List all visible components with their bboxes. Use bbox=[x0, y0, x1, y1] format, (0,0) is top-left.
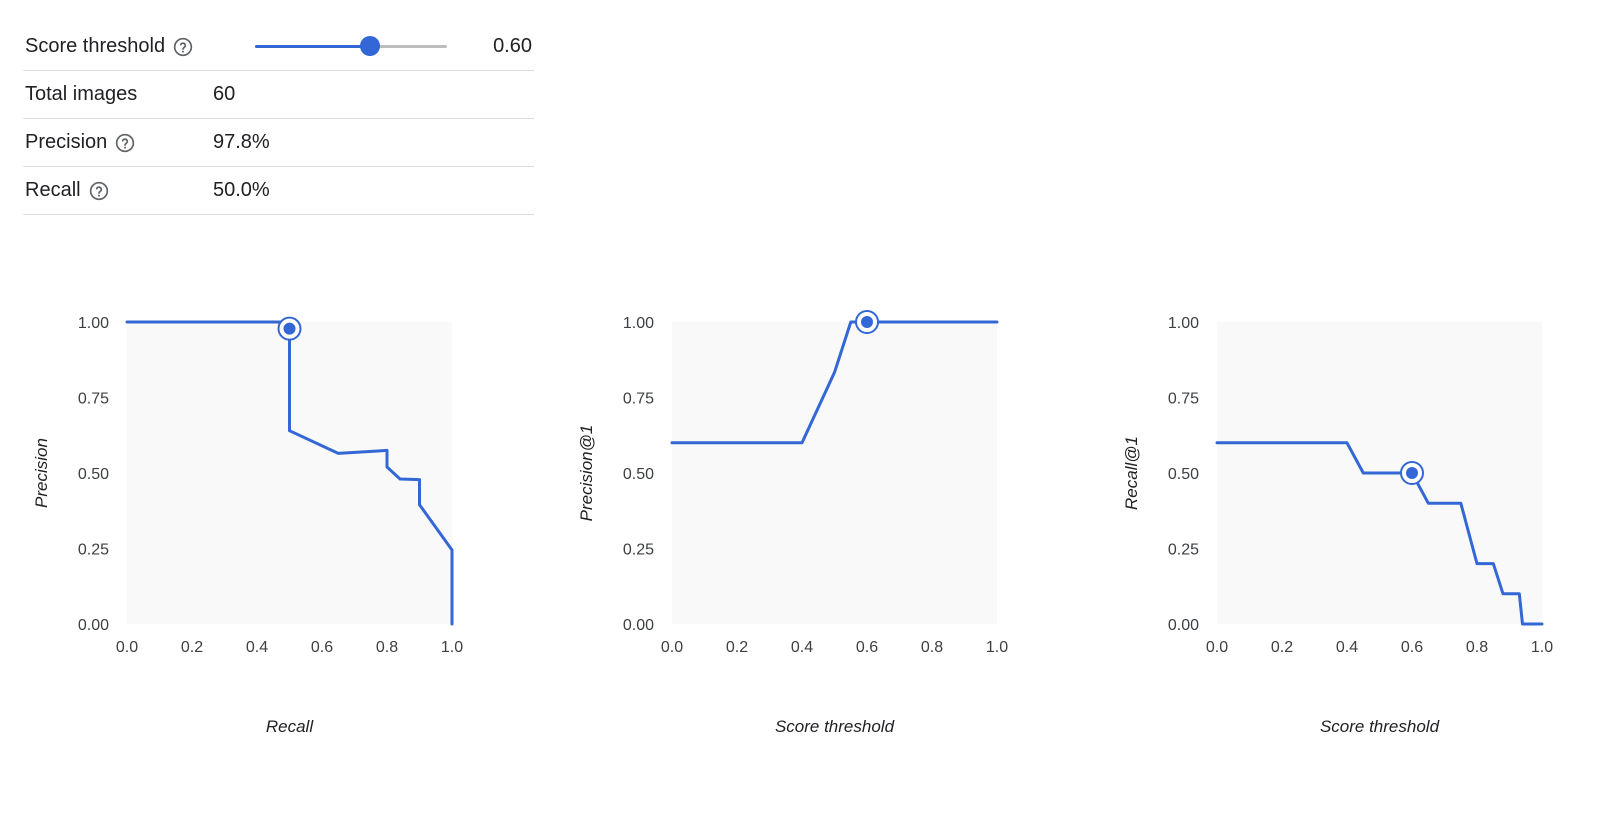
charts-area: 0.00 0.25 0.50 0.75 1.00 0.0 0.2 0.4 0.6 0.8 1.0 Re… bbox=[0, 290, 1600, 770]
x-tick-label: 0.8 bbox=[921, 639, 943, 656]
score-threshold-row: Score threshold 0.60 bbox=[23, 23, 534, 71]
x-tick-label: 0.6 bbox=[311, 639, 333, 656]
help-circle-icon[interactable] bbox=[173, 37, 193, 57]
help-circle-icon[interactable] bbox=[89, 181, 109, 201]
x-tick-label: 0.0 bbox=[1206, 639, 1228, 656]
x-tick-label: 0.6 bbox=[1401, 639, 1423, 656]
series-line bbox=[670, 320, 999, 445]
x-tick-label: 0.0 bbox=[116, 639, 138, 656]
x-axis-title: Score threshold bbox=[775, 717, 895, 736]
highlight-point[interactable] bbox=[861, 316, 873, 328]
y-tick-label: 0.00 bbox=[78, 617, 109, 634]
y-tick-label: 1.00 bbox=[623, 315, 654, 332]
y-tick-label: 0.75 bbox=[1168, 391, 1199, 408]
y-axis-title: Precision@1 bbox=[577, 425, 596, 522]
y-tick-label: 0.75 bbox=[78, 391, 109, 408]
y-tick-label: 0.25 bbox=[1168, 542, 1199, 559]
total-images-value: 60 bbox=[213, 83, 236, 105]
y-axis-title: Precision bbox=[32, 438, 51, 508]
x-tick-label: 0.4 bbox=[1336, 639, 1358, 656]
score-threshold-value: 0.60 bbox=[493, 35, 532, 57]
x-tick-label: 0.4 bbox=[246, 639, 268, 656]
recall-at-1-chart: 0.00 0.25 0.50 0.75 1.00 0.0 0.2 0.4 0.6 0.8 1.0 Sc… bbox=[1122, 315, 1553, 736]
y-tick-label: 0.75 bbox=[623, 391, 654, 408]
x-tick-label: 0.2 bbox=[726, 639, 748, 656]
series-line bbox=[125, 320, 454, 626]
x-tick-label: 0.4 bbox=[791, 639, 813, 656]
recall-label: Recall bbox=[25, 179, 81, 201]
precision-at-1-chart: 0.00 0.25 0.50 0.75 1.00 0.0 0.2 0.4 0.6 0.8 1.0 Sc… bbox=[577, 310, 1008, 736]
y-tick-label: 0.00 bbox=[1168, 617, 1199, 634]
y-tick-label: 0.50 bbox=[78, 466, 109, 483]
y-tick-label: 0.25 bbox=[78, 542, 109, 559]
x-tick-label: 0.2 bbox=[1271, 639, 1293, 656]
precision-recall-chart: 0.00 0.25 0.50 0.75 1.00 0.0 0.2 0.4 0.6 0.8 1.0 Re… bbox=[32, 315, 463, 736]
y-tick-label: 0.00 bbox=[623, 617, 654, 634]
y-tick-label: 0.50 bbox=[623, 466, 654, 483]
x-tick-label: 0.8 bbox=[1466, 639, 1488, 656]
highlight-point[interactable] bbox=[1406, 467, 1418, 479]
x-tick-label: 0.2 bbox=[181, 639, 203, 656]
recall-value: 50.0% bbox=[213, 179, 270, 201]
score-threshold-label: Score threshold bbox=[25, 35, 166, 57]
slider-fill bbox=[255, 45, 371, 48]
series-line bbox=[1215, 441, 1544, 626]
y-tick-label: 1.00 bbox=[1168, 315, 1199, 332]
score-threshold-slider[interactable] bbox=[255, 34, 447, 58]
total-images-row: Total images 60 bbox=[23, 71, 534, 119]
x-tick-label: 1.0 bbox=[1531, 639, 1553, 656]
metrics-panel: Score threshold 0.60 Total images 60 Pre… bbox=[23, 23, 534, 215]
plot-background bbox=[672, 322, 997, 624]
y-tick-label: 0.50 bbox=[1168, 466, 1199, 483]
y-tick-label: 1.00 bbox=[78, 315, 109, 332]
precision-label: Precision bbox=[25, 131, 108, 153]
precision-row: Precision 97.8% bbox=[23, 119, 534, 167]
y-tick-label: 0.25 bbox=[623, 542, 654, 559]
x-tick-label: 1.0 bbox=[986, 639, 1008, 656]
x-axis-title: Score threshold bbox=[1320, 717, 1440, 736]
x-tick-label: 1.0 bbox=[441, 639, 463, 656]
x-tick-label: 0.0 bbox=[661, 639, 683, 656]
highlight-point[interactable] bbox=[283, 322, 296, 335]
precision-value: 97.8% bbox=[213, 131, 270, 153]
slider-thumb[interactable] bbox=[360, 36, 381, 56]
total-images-label: Total images bbox=[25, 83, 138, 105]
x-tick-label: 0.8 bbox=[376, 639, 398, 656]
recall-row: Recall 50.0% bbox=[23, 167, 534, 215]
x-tick-label: 0.6 bbox=[856, 639, 878, 656]
score-threshold-label-group: Score threshold bbox=[23, 35, 213, 58]
y-axis-title: Recall@1 bbox=[1122, 436, 1141, 510]
x-axis-title: Recall bbox=[266, 717, 314, 736]
help-circle-icon[interactable] bbox=[115, 133, 135, 153]
